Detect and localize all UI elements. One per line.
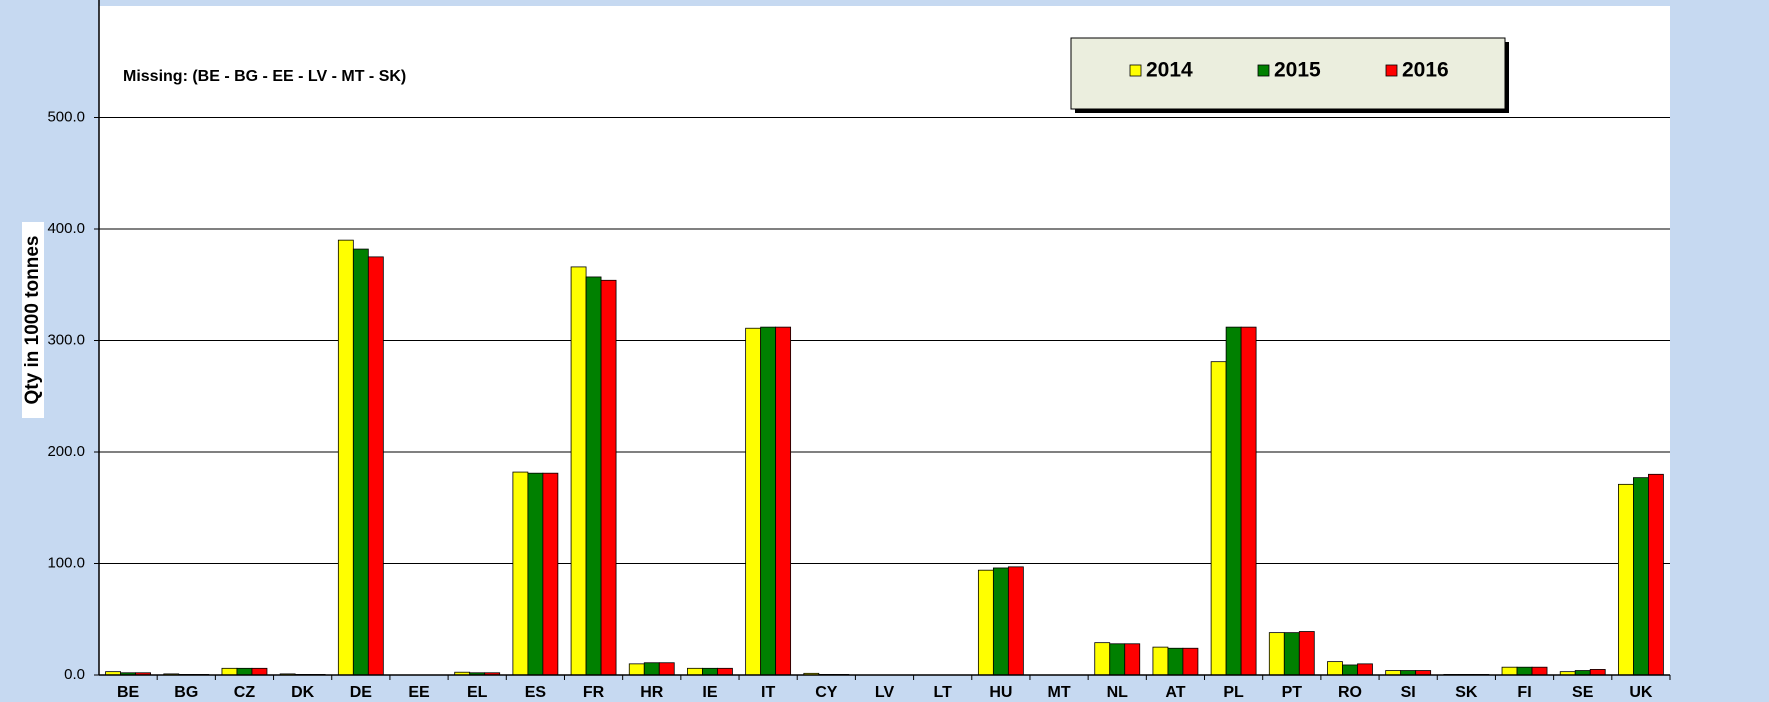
bar <box>775 326 792 676</box>
bar <box>527 472 544 676</box>
x-tick-label: IT <box>761 684 775 701</box>
x-tick-label: HR <box>640 684 664 701</box>
bar <box>702 667 718 676</box>
x-tick-label: BE <box>117 684 140 701</box>
x-tick-label: FR <box>583 684 605 701</box>
bar <box>570 266 587 676</box>
bar <box>1501 666 1518 676</box>
bar <box>1648 473 1664 676</box>
bar <box>1342 664 1358 676</box>
x-tick-label: MT <box>1048 684 1071 701</box>
bar <box>1124 643 1141 676</box>
x-tick-label: UK <box>1629 684 1653 701</box>
x-tick-label: DE <box>350 684 373 701</box>
legend-swatch <box>1129 64 1142 77</box>
y-tick-label: 300.0 <box>47 331 85 348</box>
bar <box>992 567 1009 676</box>
bar <box>1327 661 1343 676</box>
bar <box>1357 663 1373 676</box>
bar <box>643 662 660 676</box>
x-tick-label: EE <box>408 684 430 701</box>
bar <box>600 279 617 676</box>
bar <box>367 256 384 676</box>
bar <box>745 327 762 676</box>
y-tick-label: 100.0 <box>47 554 85 571</box>
x-tick-label: BG <box>174 684 198 701</box>
x-tick-label: IE <box>702 684 717 701</box>
bar <box>1152 646 1169 676</box>
bar <box>1167 647 1184 676</box>
bar <box>542 472 559 676</box>
bar <box>337 239 354 676</box>
x-tick-label: HU <box>989 684 1012 701</box>
y-tick-label: 500.0 <box>47 108 85 125</box>
bar <box>1589 669 1606 676</box>
bar <box>1182 647 1199 676</box>
x-tick-label: CZ <box>234 684 256 701</box>
y-axis-label: Qty in 1000 tonnes <box>22 236 43 405</box>
bar <box>1268 632 1285 676</box>
y-tick-label: 200.0 <box>47 443 85 460</box>
bar <box>977 569 994 676</box>
x-tick-label: PT <box>1282 684 1303 701</box>
x-tick-label: LV <box>875 684 895 701</box>
y-tick-label: 400.0 <box>47 220 85 237</box>
bar <box>658 662 675 676</box>
y-label-bg <box>22 222 44 418</box>
x-tick-label: CY <box>815 684 838 701</box>
bar <box>1516 666 1533 676</box>
legend <box>1070 37 1506 110</box>
legend-label: 2014 <box>1146 59 1193 82</box>
x-tick-label: NL <box>1107 684 1129 701</box>
x-tick-label: SE <box>1572 684 1594 701</box>
bar <box>1007 566 1024 676</box>
bar <box>1210 361 1227 676</box>
x-tick-label: EL <box>467 684 488 701</box>
legend-label: 2016 <box>1402 59 1449 82</box>
bar <box>352 248 369 676</box>
bar <box>1633 477 1649 676</box>
x-tick-label: PL <box>1223 684 1244 701</box>
bar <box>1240 326 1257 676</box>
x-tick-label: FI <box>1517 684 1531 701</box>
bar <box>221 667 238 676</box>
x-tick-label: SK <box>1455 684 1478 701</box>
x-tick-label: ES <box>525 684 547 701</box>
legend-label: 2015 <box>1274 59 1321 82</box>
legend-swatch <box>1257 64 1270 77</box>
legend-swatch <box>1385 64 1398 77</box>
bar <box>1531 666 1548 676</box>
bar <box>1094 642 1111 676</box>
bar <box>760 326 777 676</box>
bar <box>1225 326 1242 676</box>
bar <box>628 663 645 676</box>
bar <box>1618 483 1634 676</box>
bar <box>585 276 602 676</box>
bar <box>717 667 733 676</box>
x-tick-label: SI <box>1401 684 1416 701</box>
bar <box>236 667 253 676</box>
bar <box>1283 632 1300 676</box>
bar <box>1298 631 1315 676</box>
x-tick-label: AT <box>1165 684 1185 701</box>
bar <box>1109 643 1126 676</box>
bar <box>251 667 268 676</box>
x-tick-label: DK <box>291 684 315 701</box>
x-tick-label: RO <box>1338 684 1362 701</box>
x-tick-label: LT <box>934 684 953 701</box>
bar <box>512 471 529 676</box>
bar <box>687 667 703 676</box>
annotation: Missing: (BE - BG - EE - LV - MT - SK) <box>123 68 406 85</box>
y-tick-label: 0.0 <box>64 666 85 683</box>
